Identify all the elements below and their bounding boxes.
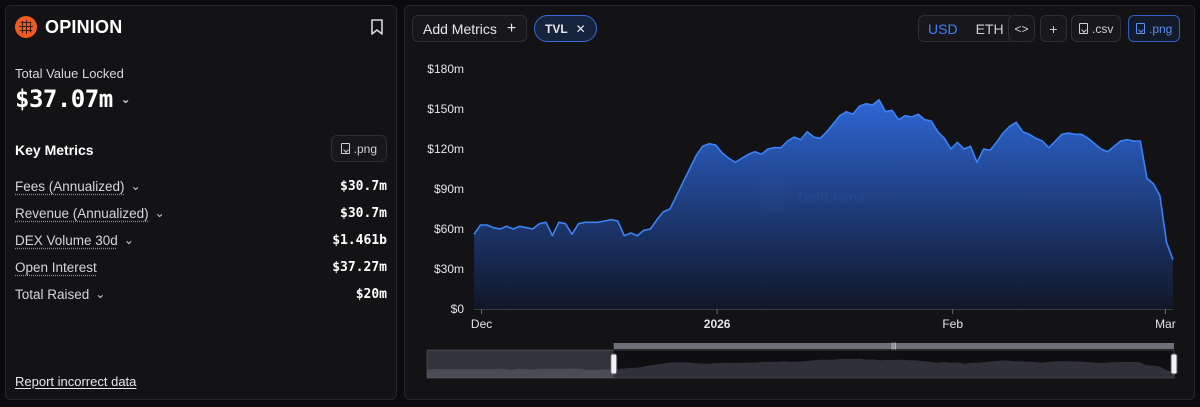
tvl-value: $37.07m (15, 85, 113, 113)
brush-handle[interactable] (610, 353, 618, 375)
tvl-value-dropdown[interactable]: $37.07m ⌄ (15, 85, 131, 113)
file-download-icon (1136, 23, 1145, 34)
add-metrics-label: Add Metrics (423, 20, 497, 37)
key-metric-value: $37.27m (332, 259, 387, 275)
x-tick-label: Dec (471, 317, 492, 331)
key-metric-label-text: Open Interest (15, 259, 97, 275)
y-tick-label: $30m (434, 262, 464, 276)
range-brush[interactable]: ||| (426, 343, 1178, 379)
key-metric-label[interactable]: Revenue (Annualized) ⌄ (15, 206, 165, 221)
plus-icon: + (506, 19, 517, 37)
brand: OPINION (15, 16, 122, 38)
tvl-line (473, 98, 1174, 260)
tvl-metric-chip[interactable]: TVL ✕ (534, 15, 597, 42)
y-tick-label: $90m (434, 182, 464, 196)
tvl-label: Total Value Locked (15, 66, 124, 81)
y-tick-label: $60m (434, 222, 464, 236)
x-tick-label: Feb (942, 317, 963, 331)
brush-unselected-area (427, 350, 614, 378)
tvl-chip-label: TVL (545, 21, 568, 36)
download-csv-button[interactable]: .csv (1071, 15, 1122, 42)
chevron-down-icon[interactable]: ⌄ (95, 287, 106, 301)
chevron-down-icon: ⌄ (120, 92, 131, 106)
embed-code-button[interactable]: <> (1008, 15, 1035, 42)
download-csv-label: .csv (1092, 21, 1114, 36)
file-download-icon (340, 143, 350, 154)
bookmark-icon[interactable] (370, 19, 384, 35)
x-tick-label: Mar (1155, 317, 1176, 331)
key-metric-label-text: Fees (Annualized) (15, 178, 125, 194)
key-metric-value: $1.461b (332, 232, 387, 248)
add-metrics-button[interactable]: Add Metrics + (412, 15, 528, 42)
key-metric-row[interactable]: DEX Volume 30d ⌄ $1.461b (15, 230, 387, 250)
key-metric-label-text: Total Raised (15, 286, 90, 302)
key-metric-row[interactable]: Open Interest $37.27m (15, 257, 387, 277)
key-metric-row[interactable]: Total Raised ⌄ $20m (15, 284, 387, 304)
code-icon: <> (1014, 21, 1029, 36)
chevron-down-icon[interactable]: ⌄ (154, 206, 165, 220)
plus-icon: + (1049, 20, 1058, 37)
chart-panel: Add Metrics + TVL ✕ USD ETH <> + .csv .p… (404, 5, 1195, 400)
download-chart-png-label: .png (1149, 21, 1173, 36)
y-tick-label: $180m (427, 62, 464, 76)
brush-grip-icon: ||| (891, 343, 897, 350)
key-metric-value: $20m (355, 286, 387, 302)
download-png-button[interactable]: .png (330, 135, 387, 162)
close-icon[interactable]: ✕ (575, 21, 586, 36)
protocol-summary-panel: OPINION Total Value Locked $37.07m ⌄ Key… (5, 5, 397, 400)
x-tick-label: 2026 (704, 317, 731, 331)
key-metric-label[interactable]: Total Raised ⌄ (15, 287, 105, 302)
file-download-icon (1079, 23, 1088, 34)
tvl-area (474, 99, 1173, 309)
denomination-toggle: USD ETH (918, 15, 1014, 42)
chevron-down-icon[interactable]: ⌄ (123, 233, 134, 247)
key-metric-label[interactable]: Fees (Annualized) ⌄ (15, 179, 141, 194)
key-metric-label[interactable]: Open Interest (15, 260, 97, 275)
key-metric-label-text: DEX Volume 30d (15, 232, 118, 248)
denomination-eth[interactable]: ETH (975, 20, 1004, 37)
tvl-chart[interactable]: $0 $30m $60m $90m $120m $150m $180m Dec 2026 Feb M… (405, 6, 1194, 399)
brush-selection-bar (613, 343, 1174, 349)
key-metric-row[interactable]: Revenue (Annualized) ⌄ $30.7m (15, 203, 387, 223)
key-metric-label-text: Revenue (Annualized) (15, 205, 149, 221)
report-incorrect-data-link[interactable]: Report incorrect data (15, 374, 137, 389)
opinion-logo (15, 16, 37, 38)
denomination-usd[interactable]: USD (928, 20, 958, 37)
key-metrics-title: Key Metrics (15, 142, 94, 158)
key-metric-row[interactable]: Fees (Annualized) ⌄ $30.7m (15, 176, 387, 196)
key-metric-value: $30.7m (340, 205, 387, 221)
key-metric-value: $30.7m (340, 178, 387, 194)
compare-add-button[interactable]: + (1040, 15, 1067, 42)
brush-handle[interactable] (1170, 353, 1178, 375)
key-metric-label[interactable]: DEX Volume 30d ⌄ (15, 233, 134, 248)
y-tick-label: $150m (427, 102, 464, 116)
brand-name: OPINION (45, 16, 123, 37)
y-tick-label: $120m (427, 142, 464, 156)
download-png-label: .png (353, 141, 377, 156)
chevron-down-icon[interactable]: ⌄ (130, 179, 141, 193)
y-tick-label: $0 (451, 302, 465, 316)
download-chart-png-button[interactable]: .png (1128, 15, 1181, 42)
